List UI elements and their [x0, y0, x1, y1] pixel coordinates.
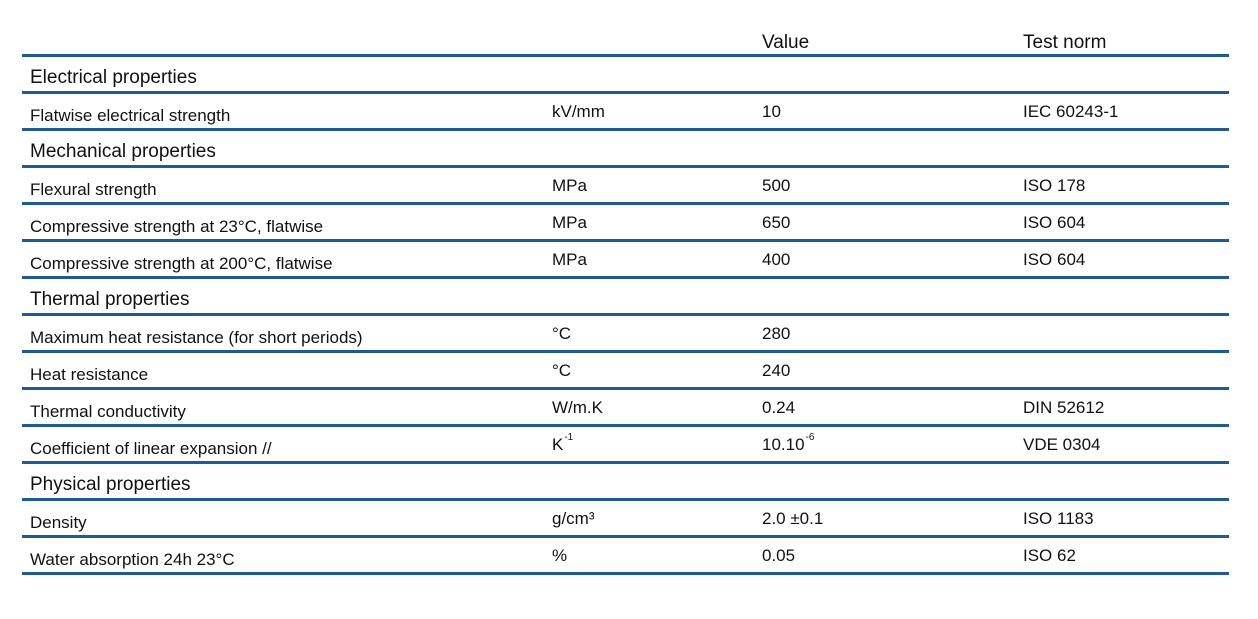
test-norm: IEC 60243-1 [1023, 102, 1119, 121]
value-exponent: -6 [805, 432, 815, 443]
value-text: 2.0 ±0.1 [762, 509, 824, 528]
property-name: Compressive strength at 23°C, flatwise [30, 217, 324, 236]
table-row: Coefficient of linear expansion // K-1 10.… [22, 427, 1229, 464]
property-name: Flatwise electrical strength [30, 106, 231, 125]
unit-text: °C [552, 361, 572, 380]
value-text: 0.05 [762, 546, 796, 565]
test-norm: ISO 1183 [1023, 509, 1094, 528]
value-text: 280 [762, 324, 791, 343]
property-unit: °C [552, 324, 571, 344]
section-title: Thermal properties [30, 289, 190, 310]
property-value: 500 [762, 176, 790, 196]
table-row: Flatwise electrical strength kV/mm 10 IEC 6… [22, 94, 1229, 131]
unit-text: MPa [552, 213, 587, 232]
value-text: 240 [762, 361, 791, 380]
property-unit: K-1 [552, 432, 574, 455]
test-norm: ISO 178 [1023, 176, 1086, 195]
properties-table: Value Test norm Electrical properties Fla… [22, 0, 1229, 575]
value-text: 0.24 [762, 398, 796, 417]
table-row: Compressive strength at 200°C, flatwise M… [22, 242, 1229, 279]
property-name: Water absorption 24h 23°C [30, 550, 235, 569]
value-text: 10 [762, 102, 781, 121]
test-norm: DIN 52612 [1023, 398, 1105, 417]
property-value: 240 [762, 361, 790, 381]
table-row: Water absorption 24h 23°C% 0.05 ISO 62 [22, 538, 1229, 575]
property-unit: MPa [552, 213, 587, 233]
value-text: 650 [762, 213, 791, 232]
test-norm: ISO 62 [1023, 546, 1076, 565]
property-value: 280 [762, 324, 790, 344]
table-row: Compressive strength at 23°C, flatwise MP… [22, 205, 1229, 242]
property-name: Flexural strength [30, 180, 157, 199]
unit-text: g/cm³ [552, 509, 595, 528]
unit-text: °C [552, 324, 572, 343]
property-unit: °C [552, 361, 571, 381]
property-unit: % [552, 546, 567, 566]
property-name: Coefficient of linear expansion // [30, 439, 272, 458]
table-row: Maximum heat resistance (for short perio… [22, 316, 1229, 353]
property-value: 2.0 ±0.1 [762, 509, 823, 529]
property-value: 10.10-6 [762, 432, 815, 455]
unit-text: MPa [552, 250, 587, 269]
section-header: Mechanical properties [22, 131, 1229, 168]
property-value: 650 [762, 213, 790, 233]
property-name: Density [30, 513, 87, 532]
table-row: Flexural strength MPa 500 ISO 178 [22, 168, 1229, 205]
property-unit: MPa [552, 250, 587, 270]
property-name: Thermal conductivity [30, 402, 186, 421]
section-title: Physical properties [30, 474, 191, 495]
test-norm: ISO 604 [1023, 213, 1086, 232]
section-header: Thermal properties [22, 279, 1229, 316]
value-text: 400 [762, 250, 791, 269]
value-column-header: Value [762, 32, 810, 53]
property-value: 400 [762, 250, 790, 270]
section-title: Electrical properties [30, 67, 197, 88]
property-unit: MPa [552, 176, 587, 196]
unit-text: K [552, 435, 564, 454]
table-header: Value Test norm [22, 0, 1229, 57]
table-row: Thermal conductivity W/m.K 0.24 DIN 52612 [22, 390, 1229, 427]
unit-text: W/m.K [552, 398, 603, 417]
unit-text: % [552, 546, 568, 565]
section-title: Mechanical properties [30, 141, 216, 162]
test-norm-column-header: Test norm [1023, 32, 1107, 53]
test-norm: ISO 604 [1023, 250, 1086, 269]
table-row: Density g/cm³ 2.0 ±0.1 ISO 1183 [22, 501, 1229, 538]
value-text: 500 [762, 176, 791, 195]
property-name: Compressive strength at 200°C, flatwise [30, 254, 333, 273]
property-value: 10 [762, 102, 781, 122]
unit-text: kV/mm [552, 102, 605, 121]
test-norm: VDE 0304 [1023, 435, 1101, 454]
table-row: Heat resistance °C 240 [22, 353, 1229, 390]
property-value: 0.24 [762, 398, 795, 418]
property-unit: W/m.K [552, 398, 603, 418]
property-name: Heat resistance [30, 365, 149, 384]
property-unit: kV/mm [552, 102, 605, 122]
unit-exponent: -1 [564, 432, 574, 443]
unit-text: MPa [552, 176, 587, 195]
table-body: Electrical properties Flatwise electrical… [22, 57, 1229, 575]
property-unit: g/cm³ [552, 509, 595, 529]
section-header: Physical properties [22, 464, 1229, 501]
section-header: Electrical properties [22, 57, 1229, 94]
value-text: 10.10 [762, 435, 805, 454]
property-name: Maximum heat resistance (for short perio… [30, 328, 363, 347]
property-value: 0.05 [762, 546, 795, 566]
